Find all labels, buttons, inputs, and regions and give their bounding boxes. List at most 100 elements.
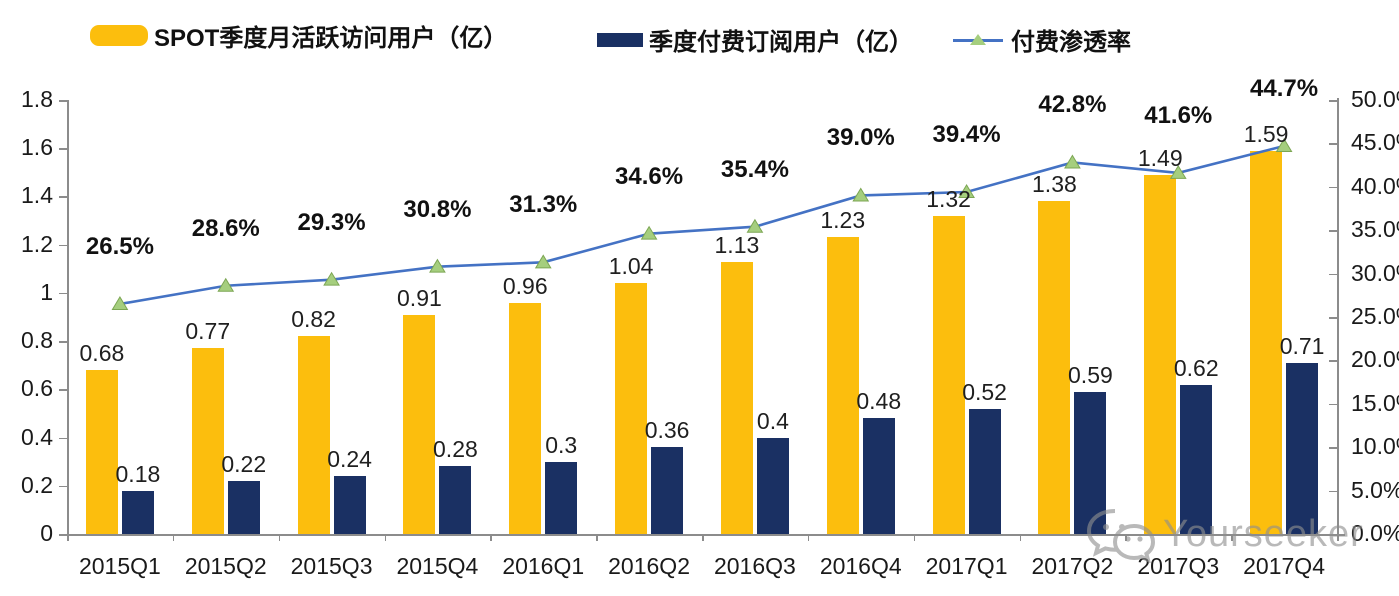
- bar-subs: [545, 461, 578, 534]
- legend-item-penetration: 付费渗透率: [953, 22, 1131, 57]
- penetration-line: [119, 144, 1285, 306]
- penetration-pct-label: 41.6%: [1144, 101, 1213, 129]
- y-axis-left-tick: [59, 389, 67, 391]
- bar-mau: [615, 283, 648, 534]
- y-axis-left-tick: [59, 100, 67, 102]
- y-axis-right-tick: [1329, 317, 1337, 319]
- penetration-marker-icon: [534, 254, 552, 269]
- penetration-marker-icon: [852, 187, 870, 202]
- y-axis-left-tick: [59, 292, 67, 295]
- bar-label-mau: 0.96: [502, 272, 548, 299]
- y-axis-right-tick-label: 25.0%: [1351, 303, 1399, 329]
- y-axis-right-tick-label: 30.0%: [1351, 259, 1399, 286]
- penetration-marker-icon: [746, 218, 764, 233]
- y-axis-right-tick-label: 20.0%: [1351, 346, 1399, 373]
- bar-mau: [1038, 201, 1071, 534]
- penetration-marker-icon: [640, 225, 658, 240]
- penetration-pct-label: 28.6%: [191, 214, 260, 242]
- bar-subs: [1286, 362, 1319, 534]
- y-axis-right-tick: [1329, 230, 1337, 232]
- x-axis: [67, 534, 1345, 536]
- x-axis-tick: [67, 534, 69, 541]
- bar-label-mau: 1.23: [820, 207, 866, 234]
- penetration-pct-label: 30.8%: [403, 195, 472, 223]
- x-axis-category-label: 2015Q1: [78, 553, 161, 579]
- penetration-pct-label: 39.4%: [932, 121, 1001, 148]
- bar-mau: [191, 348, 224, 534]
- penetration-pct-label: 29.3%: [297, 208, 366, 236]
- y-axis-left-tick: [59, 485, 67, 488]
- penetration-pct-label: 26.5%: [85, 232, 154, 260]
- bar-label-mau: 0.68: [79, 340, 125, 367]
- bar-label-mau: 1.49: [1137, 144, 1183, 171]
- legend-item-mau: SPOT季度月活跃访问用户（亿）: [90, 18, 507, 53]
- x-axis-category-label: 2015Q4: [396, 553, 479, 579]
- y-axis-left-tick-label: 0.8: [21, 327, 53, 354]
- bar-label-subs: 0.3: [545, 431, 578, 458]
- watermark-text: Yourseeker: [1163, 512, 1364, 555]
- y-axis-right-tick-label: 50.0%: [1351, 86, 1399, 112]
- bar-label-mau: 1.13: [714, 231, 760, 258]
- x-axis-category-label: 2016Q3: [713, 553, 796, 579]
- x-axis-category-label: 2016Q4: [819, 553, 902, 579]
- y-axis-right-tick: [1329, 360, 1337, 362]
- penetration-marker-icon: [1064, 154, 1081, 169]
- penetration-pct-label: 44.7%: [1250, 75, 1319, 102]
- subs-bar-swatch: [597, 32, 643, 47]
- penetration-pct-label: 31.3%: [509, 191, 578, 219]
- bar-mau: [932, 215, 965, 534]
- y-axis-right-tick-label: 40.0%: [1351, 172, 1399, 199]
- bar-mau: [826, 237, 859, 534]
- penetration-line-swatch: [953, 33, 1003, 47]
- bar-mau: [720, 261, 753, 534]
- y-axis-right-tick: [1329, 534, 1337, 536]
- y-axis-right-tick: [1329, 186, 1337, 189]
- bar-label-mau: 1.38: [1032, 171, 1077, 198]
- x-axis-tick: [702, 534, 704, 541]
- mau-bar-swatch: [90, 25, 148, 46]
- watermark: Yourseeker: [1085, 505, 1364, 563]
- y-axis-left-tick-label: 1.4: [21, 182, 53, 209]
- bar-subs: [121, 490, 154, 534]
- legend-label-penetration: 付费渗透率: [1011, 29, 1131, 56]
- x-axis-tick: [1019, 534, 1021, 541]
- bar-mau: [1144, 174, 1177, 534]
- bar-mau: [85, 370, 118, 534]
- y-axis-left-tick-label: 1.2: [21, 230, 53, 257]
- penetration-marker-icon: [429, 258, 446, 273]
- bar-subs: [439, 466, 472, 534]
- y-axis-right-tick: [1329, 143, 1337, 145]
- y-axis-left-tick-label: 0.6: [21, 375, 53, 402]
- bar-subs: [968, 408, 1001, 534]
- y-axis-left-tick-label: 1: [40, 278, 53, 305]
- y-axis-right-tick-label: 45.0%: [1351, 129, 1399, 156]
- bar-label-mau: 0.91: [397, 284, 442, 311]
- bar-label-subs: 0.52: [962, 378, 1007, 405]
- legend-triangle-marker-icon: [970, 33, 986, 45]
- wechat-icon: [1086, 509, 1156, 563]
- y-axis-right-tick-label: 10.0%: [1351, 433, 1399, 460]
- y-axis-right-tick-label: 5.0%: [1351, 476, 1399, 503]
- y-axis-left-tick-label: 0.4: [21, 423, 53, 450]
- x-axis-category-label: 2017Q1: [925, 553, 1008, 579]
- legend-item-subs: 季度付费订阅用户（亿）: [597, 22, 913, 57]
- bar-label-subs: 0.24: [327, 446, 372, 473]
- x-axis-tick: [490, 534, 492, 541]
- x-axis-category-label: 2016Q1: [502, 553, 585, 579]
- x-axis-tick: [172, 534, 175, 541]
- y-axis-right-tick: [1329, 273, 1337, 276]
- penetration-marker-icon: [323, 271, 340, 286]
- bar-subs: [651, 447, 684, 534]
- y-axis-right-tick: [1329, 403, 1337, 406]
- bar-label-subs: 0.36: [644, 417, 690, 444]
- bar-label-subs: 0.71: [1279, 332, 1325, 359]
- penetration-marker-icon: [1169, 164, 1187, 179]
- penetration-pct-label: 42.8%: [1038, 91, 1107, 119]
- bar-label-subs: 0.18: [115, 460, 161, 487]
- x-axis-tick: [384, 534, 386, 541]
- bar-mau: [403, 314, 436, 534]
- bar-subs: [756, 437, 789, 534]
- y-axis-left-tick: [59, 148, 67, 150]
- legend-label-subs: 季度付费订阅用户（亿）: [649, 29, 913, 56]
- x-axis-category-label: 2017Q4: [1243, 553, 1325, 579]
